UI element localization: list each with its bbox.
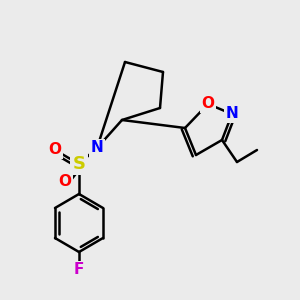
Text: N: N — [226, 106, 238, 122]
Text: O: O — [49, 142, 62, 158]
Text: N: N — [91, 140, 103, 155]
Text: F: F — [74, 262, 84, 278]
Text: O: O — [202, 97, 214, 112]
Text: S: S — [73, 155, 85, 173]
Text: O: O — [58, 175, 71, 190]
